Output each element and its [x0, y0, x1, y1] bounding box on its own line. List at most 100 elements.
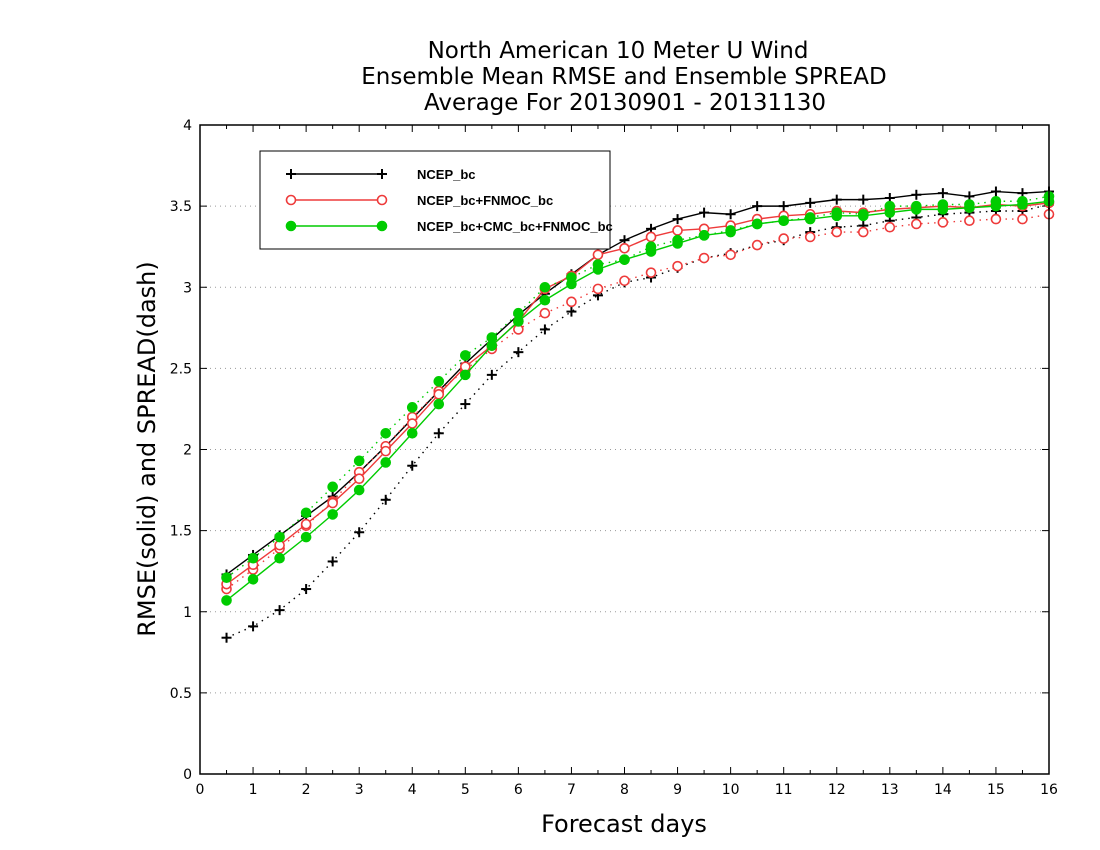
- x-tick-label: 8: [620, 782, 629, 798]
- x-tick-label: 1: [249, 782, 258, 798]
- ncep-bc-cmc-bc-fnmoc-bc-rmse-point: [539, 294, 551, 306]
- x-tick-label: 10: [722, 782, 740, 798]
- ncep-bc-cmc-bc-fnmoc-bc-spread-point: [406, 402, 418, 413]
- ncep-bc-cmc-bc-fnmoc-bc-rmse-point: [645, 246, 657, 257]
- ncep-bc-cmc-bc-fnmoc-bc-rmse-point: [778, 215, 789, 227]
- axis-ticks: 00.511.522.533.540 1 2 3 4 5 6 7 8 9 10 11 12 13 14 15 1…: [170, 118, 1058, 798]
- ncep-bc-fnmoc-bc-rmse-point: [327, 497, 338, 509]
- ncep-bc-spread-point: [380, 494, 391, 505]
- ncep-bc-spread-point: [513, 347, 524, 358]
- ncep-bc-fnmoc-bc-spread-point: [831, 226, 843, 238]
- ncep-bc-spread-point: [407, 460, 418, 471]
- x-tick-label: 12: [828, 782, 846, 798]
- ncep-bc-fnmoc-bc-spread-point: [857, 226, 869, 238]
- x-tick-label: 9: [673, 782, 682, 798]
- ncep-bc-fnmoc-bc-rmse-line: [226, 202, 1050, 585]
- x-tick-label: 11: [775, 782, 793, 798]
- ncep-bc-spread-point: [327, 556, 338, 567]
- x-tick-label: 3: [355, 782, 364, 798]
- ncep-bc-cmc-bc-fnmoc-bc-rmse-line: [226, 200, 1050, 601]
- y-tick-label: 4: [183, 118, 192, 134]
- legend: NCEP_bc NCEP_bc+FNMOC_bc NCEP_bc+CMC_bc+FN…: [259, 150, 613, 250]
- ncep-bc-fnmoc-bc-spread-point: [725, 249, 736, 261]
- ncep-bc-fnmoc-bc-spread-point: [778, 233, 789, 244]
- y-tick-label: 3.5: [170, 199, 192, 215]
- y-tick-label: 1.5: [170, 524, 192, 540]
- y-tick-label: 1: [183, 605, 192, 621]
- ncep-bc-fnmoc-bc-rmse-point: [672, 225, 683, 236]
- ncep-bc-fnmoc-bc-rmse-point: [645, 231, 657, 243]
- ncep-bc-rmse-point: [937, 188, 948, 199]
- ncep-bc-rmse-point: [990, 186, 1001, 197]
- ncep-bc-cmc-bc-fnmoc-bc-rmse-point: [911, 204, 922, 215]
- ncep-bc-cmc-bc-fnmoc-bc-rmse-point: [460, 369, 471, 381]
- ncep-bc-cmc-bc-fnmoc-bc-rmse-point: [566, 278, 577, 290]
- ncep-bc-cmc-bc-fnmoc-bc-rmse-point: [619, 254, 630, 265]
- x-tick-label: 7: [567, 782, 576, 798]
- legend-marker: [376, 194, 388, 206]
- ncep-bc-cmc-bc-fnmoc-bc-rmse-point: [380, 457, 392, 468]
- chart-title-line-1: North American 10 Meter U Wind: [428, 38, 809, 64]
- legend-marker: [376, 220, 388, 232]
- ncep-bc-fnmoc-bc-rmse-point: [380, 445, 392, 457]
- x-tick-label: 16: [1040, 782, 1058, 798]
- ncep-bc-cmc-bc-fnmoc-bc-rmse-point: [937, 204, 949, 215]
- ncep-bc-fnmoc-bc-spread-point: [645, 267, 657, 278]
- ncep-bc-cmc-bc-fnmoc-bc-rmse-point: [221, 595, 232, 606]
- ncep-bc-cmc-bc-fnmoc-bc-rmse-point: [831, 210, 843, 222]
- y-tick-label: 2.5: [170, 361, 192, 377]
- ncep-bc-cmc-bc-fnmoc-bc-rmse-point: [751, 218, 763, 230]
- ncep-bc-spread-line: [226, 203, 1050, 639]
- ncep-bc-spread-point: [486, 369, 497, 380]
- ncep-bc-fnmoc-bc-rmse-point: [619, 243, 630, 254]
- x-tick-label: 0: [196, 782, 205, 798]
- x-tick-label: 14: [934, 782, 952, 798]
- ncep-bc-cmc-bc-fnmoc-bc-rmse-point: [592, 264, 604, 275]
- ncep-bc-cmc-bc-fnmoc-bc-rmse-point: [698, 230, 710, 241]
- ncep-bc-fnmoc-bc-spread-point: [672, 260, 683, 272]
- ncep-bc-spread-point: [433, 428, 444, 439]
- ncep-bc-cmc-bc-fnmoc-bc-rmse-point: [327, 509, 338, 520]
- ncep-bc-fnmoc-bc-spread-point: [1017, 213, 1028, 225]
- y-tick-label: 2: [183, 443, 192, 459]
- ncep-bc-spread-point: [539, 324, 550, 335]
- ncep-bc-fnmoc-bc-spread-point: [592, 283, 604, 295]
- ncep-bc-fnmoc-bc-spread-point: [804, 231, 816, 243]
- ncep-bc-cmc-bc-fnmoc-bc-rmse-point: [247, 574, 259, 585]
- ncep-bc-cmc-bc-fnmoc-bc-rmse-point: [274, 552, 285, 564]
- ncep-bc-rmse-point: [778, 201, 789, 212]
- ncep-bc-cmc-bc-fnmoc-bc-spread-point: [300, 507, 312, 519]
- x-tick-label: 15: [987, 782, 1005, 798]
- ncep-bc-spread-point: [274, 605, 285, 616]
- ncep-bc-cmc-bc-fnmoc-bc-spread-point: [433, 376, 445, 387]
- ncep-bc-fnmoc-bc-spread-point: [698, 252, 710, 264]
- y-tick-label: 0.5: [170, 686, 192, 702]
- ncep-bc-fnmoc-bc-spread-line: [226, 213, 1050, 590]
- ncep-bc-cmc-bc-fnmoc-bc-rmse-point: [857, 210, 869, 222]
- x-tick-label: 2: [302, 782, 311, 798]
- ncep-bc-fnmoc-bc-spread-point: [884, 221, 896, 233]
- ncep-bc-fnmoc-bc-spread-point: [911, 218, 922, 230]
- ncep-bc-rmse-point: [805, 197, 816, 208]
- legend-label: NCEP_bc+CMC_bc+FNMOC_bc: [417, 219, 613, 234]
- ncep-bc-cmc-bc-fnmoc-bc-spread-point: [353, 455, 365, 467]
- ncep-bc-fnmoc-bc-rmse-point: [592, 249, 604, 261]
- ncep-bc-cmc-bc-fnmoc-bc-rmse-point: [433, 398, 445, 410]
- ncep-bc-cmc-bc-fnmoc-bc-rmse-point: [672, 238, 683, 249]
- ncep-bc-cmc-bc-fnmoc-bc-rmse-point: [513, 316, 524, 327]
- plot-area-frame: [199, 124, 1050, 775]
- legend-label: NCEP_bc: [417, 167, 476, 182]
- ncep-bc-fnmoc-bc-spread-point: [566, 296, 577, 308]
- ncep-bc-cmc-bc-fnmoc-bc-spread-point: [221, 572, 232, 583]
- ncep-bc-cmc-bc-fnmoc-bc-rmse-point: [1017, 199, 1028, 210]
- legend-marker: [285, 220, 297, 232]
- ncep-bc-spread-point: [354, 527, 365, 538]
- x-axis-title: Forecast days: [541, 810, 707, 838]
- legend-marker: [377, 169, 387, 179]
- legend-marker: [286, 169, 296, 179]
- ncep-bc-rmse-point: [672, 214, 683, 225]
- ncep-bc-cmc-bc-fnmoc-bc-spread-line: [226, 195, 1050, 579]
- y-tick-label: 0: [183, 767, 192, 783]
- ncep-bc-spread-point: [248, 621, 259, 632]
- x-tick-label: 4: [408, 782, 417, 798]
